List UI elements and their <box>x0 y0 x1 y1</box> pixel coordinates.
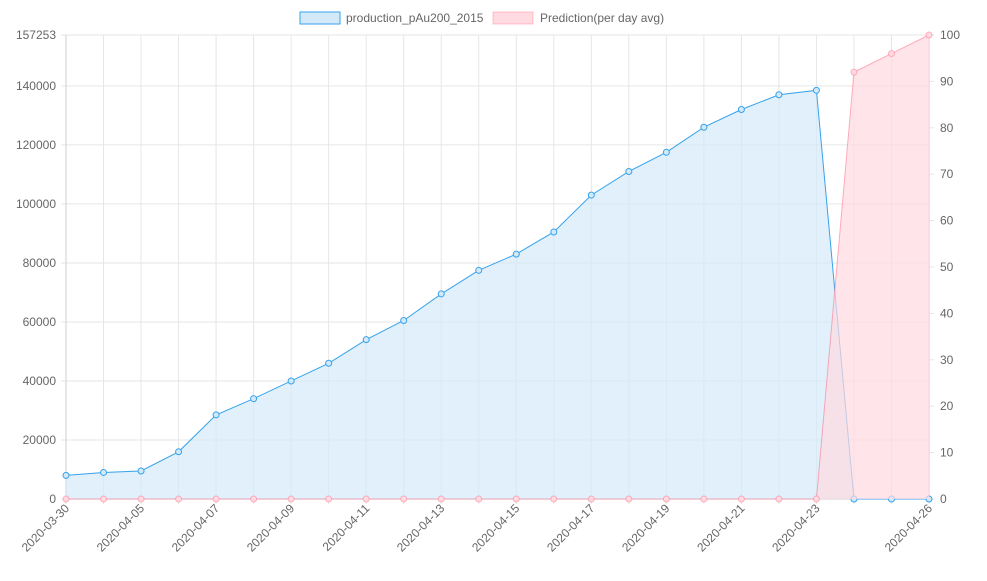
series-line <box>66 34 930 500</box>
y-left-tick-label: 140000 <box>16 79 56 93</box>
x-tick-label: 2020-04-23 <box>769 501 823 555</box>
data-point <box>100 495 108 503</box>
x-tick-label: 2020-04-07 <box>169 501 223 555</box>
x-tick-label: 2020-04-11 <box>320 501 373 554</box>
data-point <box>62 471 70 479</box>
y-left-tick-label: 0 <box>49 492 56 506</box>
data-point <box>175 448 183 456</box>
data-point <box>100 468 108 476</box>
data-point <box>137 495 145 503</box>
series-area <box>66 35 929 499</box>
data-point <box>587 191 595 199</box>
x-tick-label: 2020-04-19 <box>619 501 673 555</box>
legend-label: production_pAu200_2015 <box>346 11 484 25</box>
data-point <box>475 495 483 503</box>
data-point <box>437 495 445 503</box>
data-point <box>550 495 558 503</box>
y-left-tick-label: 20000 <box>23 433 57 447</box>
y-right-tick-label: 30 <box>940 353 954 367</box>
data-point <box>775 91 783 99</box>
data-point <box>662 495 670 503</box>
data-point <box>550 228 558 236</box>
data-point <box>362 336 370 344</box>
data-point <box>775 495 783 503</box>
data-point <box>700 123 708 131</box>
data-point <box>175 495 183 503</box>
y-right-tick-label: 100 <box>940 28 960 42</box>
legend-swatch <box>492 11 534 25</box>
x-tick-label: 2020-04-26 <box>882 501 936 555</box>
data-point <box>137 467 145 475</box>
data-point <box>737 495 745 503</box>
y-left-tick-label: 60000 <box>23 315 57 329</box>
y-right-tick-label: 10 <box>940 446 954 460</box>
legend: production_pAu200_2015 Prediction(per day… <box>299 11 664 25</box>
data-point <box>62 495 70 503</box>
data-point <box>250 495 258 503</box>
series-line <box>65 89 929 500</box>
x-tick-label: 2020-04-21 <box>694 501 748 555</box>
y-left-tick-label: 120000 <box>16 138 56 152</box>
series-area <box>66 90 929 499</box>
y-left-tick-label: 80000 <box>23 256 57 270</box>
data-point <box>625 167 633 175</box>
y-right-tick-label: 70 <box>940 167 954 181</box>
x-tick-label: 2020-04-15 <box>469 501 523 555</box>
y-left-tick-label: 100000 <box>16 197 56 211</box>
data-point <box>700 495 708 503</box>
y-right-tick-label: 40 <box>940 306 954 320</box>
y-right-tick-label: 60 <box>940 214 954 228</box>
data-point <box>475 266 483 274</box>
data-point <box>362 495 370 503</box>
x-tick-label: 2020-04-17 <box>544 501 598 555</box>
data-point <box>212 495 220 503</box>
data-point <box>400 316 408 324</box>
x-tick-label: 2020-04-13 <box>394 501 448 555</box>
legend-label: Prediction(per day avg) <box>540 11 664 25</box>
y-right-tick-label: 20 <box>940 399 954 413</box>
data-point <box>512 495 520 503</box>
data-point <box>737 106 745 114</box>
y-right-tick-label: 50 <box>940 260 954 274</box>
data-point <box>325 495 333 503</box>
data-point <box>250 395 258 403</box>
y-right-tick-label: 80 <box>940 121 954 135</box>
x-tick-label: 2020-04-09 <box>244 501 298 555</box>
legend-swatch <box>299 11 341 25</box>
data-point <box>212 411 220 419</box>
data-point <box>287 377 295 385</box>
x-tick-label: 2020-04-05 <box>94 501 148 555</box>
data-point <box>625 495 633 503</box>
data-point <box>587 495 595 503</box>
data-point <box>437 290 445 298</box>
data-point <box>887 50 895 58</box>
data-point <box>400 495 408 503</box>
data-point <box>850 68 858 76</box>
data-point <box>925 31 933 39</box>
series-1 <box>62 86 933 503</box>
y-left-tick-label: 40000 <box>23 374 57 388</box>
data-point <box>325 359 333 367</box>
data-point <box>512 250 520 258</box>
x-tick-label: 2020-03-30 <box>19 501 73 555</box>
data-point <box>812 495 820 503</box>
data-point <box>662 148 670 156</box>
series-2 <box>62 31 933 503</box>
y-right-tick-label: 90 <box>940 74 954 88</box>
y-right-tick-label: 0 <box>940 492 947 506</box>
data-point <box>287 495 295 503</box>
y-left-tick-label: 157253 <box>16 28 56 42</box>
data-point <box>812 86 820 94</box>
